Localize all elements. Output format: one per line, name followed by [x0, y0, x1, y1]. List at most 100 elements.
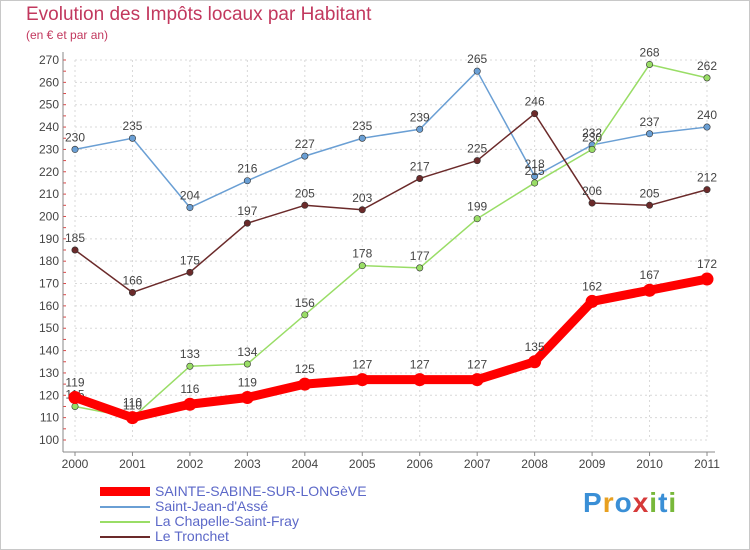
series-line: [74, 112, 708, 294]
y-tick-label: 170: [39, 277, 59, 291]
y-tick-label: 210: [39, 187, 59, 201]
data-point: [531, 110, 539, 118]
y-tick-label: 140: [39, 344, 59, 358]
data-label: 218: [525, 157, 545, 171]
data-point: [473, 157, 481, 165]
data-label: 206: [582, 184, 602, 198]
chart-subtitle: (en € et par an): [26, 28, 109, 42]
data-point: [703, 74, 711, 82]
series-line: [74, 70, 708, 209]
data-label: 246: [525, 95, 545, 109]
data-point: [531, 179, 539, 187]
y-tick-label: 220: [39, 165, 59, 179]
data-point: [243, 219, 251, 227]
data-point: [183, 397, 197, 411]
data-point: [646, 201, 654, 209]
x-tick-label: 2006: [406, 457, 433, 471]
data-label: 156: [295, 296, 315, 310]
y-tick-label: 260: [39, 75, 59, 89]
x-tick-label: 2005: [349, 457, 376, 471]
data-point: [128, 288, 136, 296]
data-point: [128, 134, 136, 142]
legend-label: La Chapelle-Saint-Fray: [155, 513, 299, 529]
data-label: 185: [65, 231, 85, 245]
data-label: 135: [525, 340, 545, 354]
data-point: [643, 283, 657, 297]
y-tick-label: 120: [39, 388, 59, 402]
data-label: 199: [467, 200, 487, 214]
data-point: [416, 264, 424, 272]
series-line: [74, 63, 708, 419]
data-point: [528, 355, 542, 369]
data-point: [473, 215, 481, 223]
data-point: [413, 373, 427, 387]
data-label: 119: [65, 376, 84, 390]
data-point: [646, 60, 654, 68]
data-point: [531, 172, 539, 180]
chart-title: Evolution des Impôts locaux par Habitant: [26, 4, 372, 25]
data-label: 127: [352, 358, 372, 372]
data-label: 119: [238, 376, 257, 390]
data-point: [700, 272, 714, 286]
data-point: [588, 199, 596, 207]
data-point: [243, 360, 251, 368]
data-label: 162: [582, 279, 602, 293]
x-tick-label: 2011: [694, 457, 720, 471]
data-label: 125: [295, 362, 315, 376]
y-tick-label: 150: [39, 321, 59, 335]
data-point: [68, 391, 82, 405]
y-tick-label: 100: [39, 433, 59, 447]
legend-swatch: [100, 487, 150, 496]
y-tick-label: 110: [40, 411, 59, 425]
legend-label: Le Tronchet: [155, 528, 229, 544]
data-label: 178: [352, 247, 372, 261]
data-label: 212: [697, 171, 717, 185]
data-point: [358, 262, 366, 270]
data-point: [703, 123, 711, 131]
data-point: [243, 177, 251, 185]
data-label: 127: [467, 358, 487, 372]
data-label: 268: [640, 45, 660, 59]
data-point: [703, 186, 711, 194]
data-label: 134: [237, 345, 257, 359]
data-point: [301, 201, 309, 209]
data-label: 216: [237, 162, 257, 176]
data-point: [473, 67, 481, 75]
data-label: 262: [697, 59, 717, 73]
data-point: [186, 362, 194, 370]
data-label: 197: [237, 204, 257, 218]
data-label: 235: [122, 119, 142, 133]
data-label: 230: [582, 130, 602, 144]
data-point: [71, 246, 79, 254]
data-point: [588, 145, 596, 153]
data-label: 215: [525, 164, 545, 178]
data-label: 240: [697, 108, 717, 122]
data-label: 235: [352, 119, 372, 133]
data-label: 127: [410, 358, 430, 372]
data-label: 166: [122, 273, 142, 287]
x-tick-label: 2001: [119, 457, 146, 471]
x-tick-label: 2010: [636, 457, 663, 471]
data-label: 205: [295, 186, 315, 200]
data-point: [358, 134, 366, 142]
data-point: [298, 377, 312, 391]
data-label: 167: [640, 268, 660, 282]
x-tick-label: 2007: [464, 457, 491, 471]
data-label: 177: [410, 249, 430, 263]
data-label: 205: [640, 186, 660, 200]
y-tick-label: 250: [39, 98, 59, 112]
y-tick-label: 200: [39, 209, 59, 223]
data-label: 204: [180, 189, 200, 203]
data-point: [416, 125, 424, 133]
data-point: [358, 206, 366, 214]
y-tick-label: 240: [39, 120, 59, 134]
x-tick-label: 2004: [291, 457, 318, 471]
y-tick-label: 270: [39, 53, 59, 67]
series-line: [70, 274, 712, 423]
data-point: [646, 130, 654, 138]
data-label: 175: [180, 253, 200, 267]
legend-label: SAINTE-SABINE-SUR-LONGèVE: [155, 483, 367, 499]
data-label: 110: [123, 396, 142, 410]
